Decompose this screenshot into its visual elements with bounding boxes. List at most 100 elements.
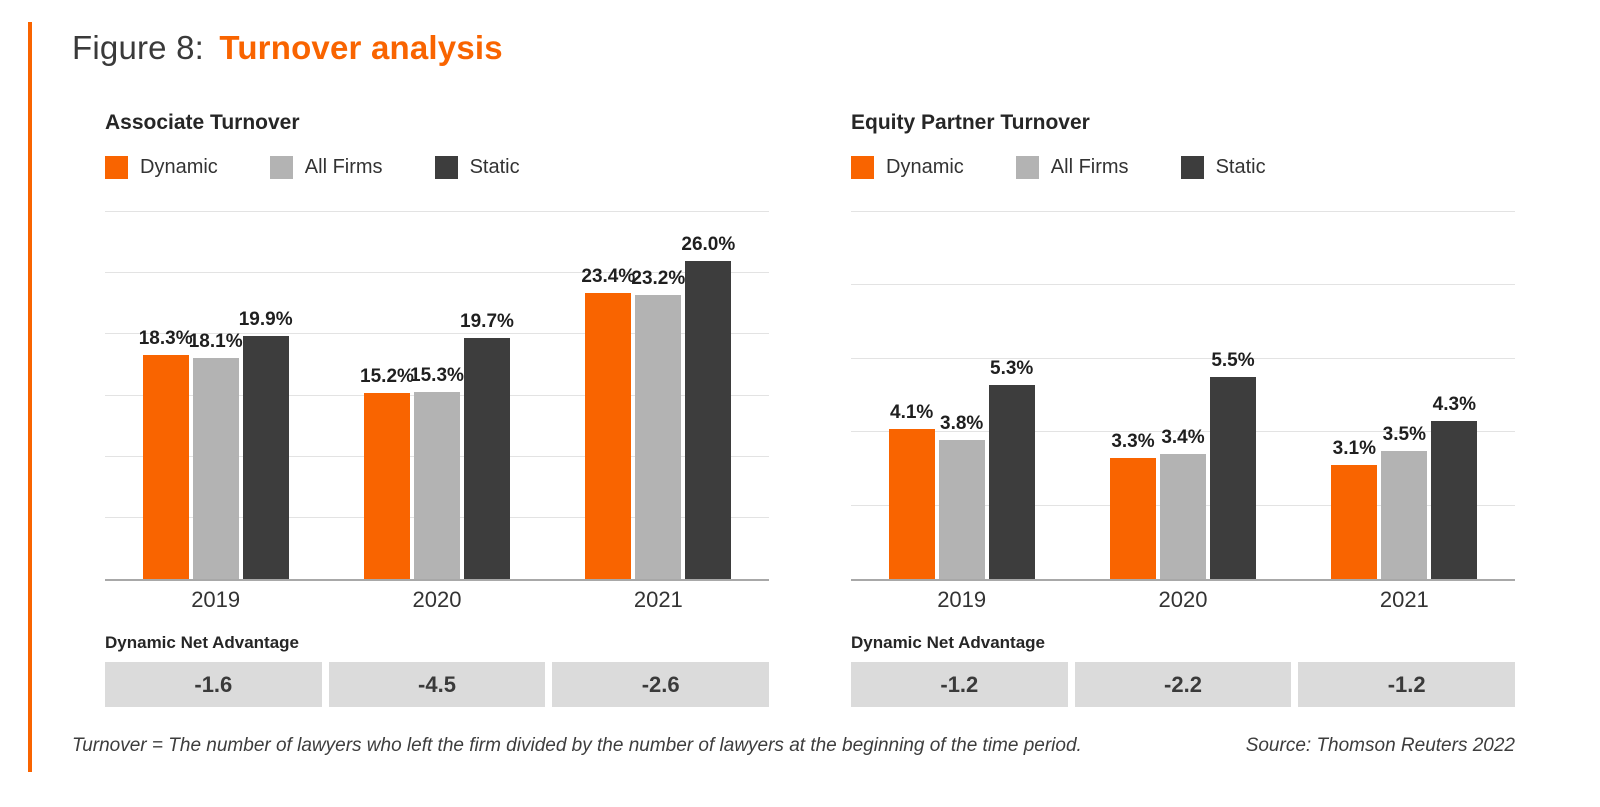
- bar-all-firms-2020: 3.4%: [1159, 427, 1206, 579]
- figure-title: Figure 8: Turnover analysis: [72, 28, 1515, 68]
- legend-label: All Firms: [1050, 155, 1129, 178]
- bar-static-2019: 5.3%: [988, 358, 1035, 579]
- bar: [938, 439, 985, 579]
- legend-item-dynamic: Dynamic: [851, 155, 964, 179]
- bar: [1159, 454, 1206, 579]
- bar-value-label: 4.3%: [1432, 394, 1476, 416]
- charts-row: Associate Turnover Dynamic All Firms Static…: [72, 110, 1516, 707]
- bar-value-label: 3.3%: [1111, 430, 1155, 452]
- equity-partner-turnover-legend: Dynamic All Firms Static: [851, 154, 1515, 180]
- bar-value-label: 19.9%: [238, 308, 293, 330]
- legend-swatch-icon: [851, 155, 874, 179]
- category-label-2020: 2020: [1158, 587, 1208, 612]
- legend-swatch-icon: [105, 155, 128, 179]
- bar-value-label: 23.2%: [631, 268, 686, 290]
- bar-group-2021: 3.1% 3.5% 4.3%: [1294, 214, 1515, 579]
- equity-partner-turnover-title: Equity Partner Turnover: [851, 111, 1090, 134]
- bar-value-label: 15.2%: [360, 366, 414, 388]
- equity-partner-turnover-bar-groups: 4.1% 3.8% 5.3% 3.3% 3.4% 5.5% 3.1% 3.5% 4.3%: [851, 214, 1515, 579]
- bar: [685, 260, 732, 579]
- associate-turnover-chart: Associate Turnover Dynamic All Firms Static…: [105, 110, 770, 707]
- bar-value-label: 3.4%: [1161, 427, 1205, 449]
- figure-accent-bar: [28, 22, 32, 772]
- bar-dynamic-2020: 15.2%: [360, 366, 414, 579]
- bar-value-label: 3.1%: [1332, 438, 1376, 460]
- bar: [888, 428, 935, 579]
- gridline: [851, 211, 1515, 212]
- net-advantage-row: -1.6 -4.5 -2.6: [105, 662, 770, 707]
- bar-group-2019: 4.1% 3.8% 5.3%: [851, 214, 1072, 579]
- associate-turnover-bar-groups: 18.3% 18.1% 19.9% 15.2% 15.3% 19.7% 23.4% 23.2%…: [105, 214, 769, 579]
- net-advantage-box-2021: -1.2: [1298, 662, 1516, 707]
- associate-turnover-net-advantage: Dynamic Net Advantage -1.6 -4.5 -2.6: [105, 633, 770, 707]
- bar-value-label: 4.1%: [890, 401, 934, 423]
- bar-group-2020: 15.2% 15.3% 19.7%: [326, 214, 547, 579]
- source-credit: Source: Thomson Reuters 2022: [1245, 735, 1515, 756]
- legend-swatch-icon: [1015, 155, 1039, 179]
- net-advantage-box-2019: -1.2: [851, 662, 1068, 707]
- bar-static-2020: 19.7%: [460, 311, 514, 579]
- equity-partner-turnover-chart: Equity Partner Turnover Dynamic All Firms S…: [851, 110, 1516, 707]
- bar: [585, 292, 632, 579]
- net-advantage-box-2020: -2.2: [1074, 662, 1292, 707]
- bar-all-firms-2020: 15.3%: [410, 365, 464, 579]
- bar-group-2019: 18.3% 18.1% 19.9%: [105, 214, 326, 579]
- net-advantage-row: -1.2 -2.2 -1.2: [851, 662, 1516, 707]
- legend-label: Static: [469, 155, 520, 178]
- bar-dynamic-2021: 23.4%: [581, 266, 635, 579]
- bar-value-label: 23.4%: [581, 265, 636, 287]
- bar-group-2021: 23.4% 23.2% 26.0%: [548, 214, 769, 579]
- bar-value-label: 5.5%: [1211, 350, 1255, 372]
- associate-turnover-legend: Dynamic All Firms Static: [105, 154, 769, 180]
- category-label-2021: 2021: [1379, 587, 1429, 612]
- bar-value-label: 5.3%: [990, 357, 1034, 379]
- bar-all-firms-2021: 3.5%: [1381, 424, 1428, 579]
- bar-value-label: 19.7%: [460, 311, 514, 333]
- bar-static-2019: 19.9%: [239, 309, 293, 579]
- associate-turnover-category-axis: 2019 2020 2021: [105, 587, 769, 613]
- equity-partner-turnover-category-axis: 2019 2020 2021: [851, 587, 1515, 613]
- bar-all-firms-2019: 18.1%: [189, 331, 243, 579]
- legend-label: Static: [1215, 155, 1266, 178]
- legend-item-all-firms: All Firms: [269, 155, 383, 179]
- gridline: [105, 211, 769, 212]
- associate-turnover-title: Associate Turnover: [105, 111, 300, 134]
- bar: [1431, 421, 1478, 579]
- bar: [242, 335, 289, 579]
- net-advantage-box-2020: -4.5: [328, 662, 546, 707]
- gridline: [851, 357, 1515, 359]
- legend-item-dynamic: Dynamic: [105, 155, 218, 179]
- bar-static-2021: 4.3%: [1431, 394, 1478, 579]
- gridline: [105, 272, 769, 274]
- bar: [1209, 377, 1256, 579]
- bar-value-label: 3.8%: [940, 412, 984, 434]
- turnover-definition-note: Turnover = The number of lawyers who lef…: [72, 735, 1082, 756]
- legend-item-all-firms: All Firms: [1015, 155, 1129, 179]
- gridline: [851, 431, 1515, 433]
- bar: [988, 384, 1035, 579]
- equity-partner-turnover-plot-area: 4.1% 3.8% 5.3% 3.3% 3.4% 5.5% 3.1% 3.5% 4.3%: [851, 211, 1515, 581]
- bar: [413, 391, 460, 579]
- figure-number-label: Figure 8:: [72, 29, 205, 66]
- bar-dynamic-2021: 3.1%: [1331, 438, 1378, 579]
- category-label-2020: 2020: [412, 587, 462, 612]
- bar-dynamic-2019: 4.1%: [888, 402, 935, 579]
- bar: [1381, 450, 1428, 579]
- bar-value-label: 26.0%: [681, 233, 736, 255]
- bar: [192, 357, 239, 579]
- bar-all-firms-2019: 3.8%: [938, 413, 985, 579]
- bar: [142, 355, 189, 579]
- category-label-2021: 2021: [633, 587, 683, 612]
- bar-value-label: 15.3%: [410, 364, 464, 386]
- category-label-2019: 2019: [191, 587, 241, 612]
- bar-dynamic-2020: 3.3%: [1109, 431, 1156, 579]
- bar-static-2020: 5.5%: [1209, 350, 1256, 579]
- figure-content: Figure 8: Turnover analysis Associate Tu…: [72, 28, 1516, 756]
- category-label-2019: 2019: [937, 587, 987, 612]
- legend-swatch-icon: [434, 155, 458, 179]
- bar-value-label: 18.1%: [188, 330, 243, 352]
- bar: [1109, 457, 1156, 579]
- bar-value-label: 3.5%: [1382, 423, 1426, 445]
- net-advantage-label: Dynamic Net Advantage: [851, 633, 1045, 652]
- legend-swatch-icon: [1180, 155, 1204, 179]
